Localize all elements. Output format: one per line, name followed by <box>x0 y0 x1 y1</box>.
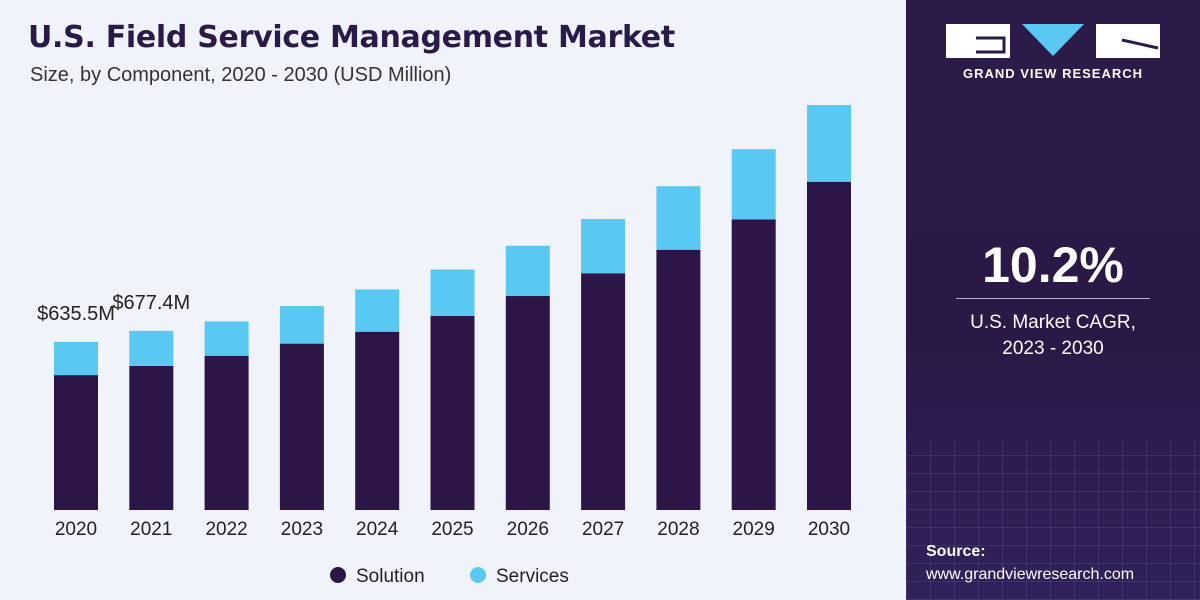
chart-panel: U.S. Field Service Management Market Siz… <box>0 0 906 600</box>
bar-solution-2028 <box>656 249 701 510</box>
bar-services-2023 <box>279 306 324 344</box>
bar-services-2022 <box>204 321 249 356</box>
cagr-divider <box>956 298 1150 299</box>
bar-services-2030 <box>807 105 851 182</box>
x-tick-label: 2022 <box>205 519 247 540</box>
cagr-label: U.S. Market CAGR, 2023 - 2030 <box>906 310 1200 362</box>
bar-solution-2027 <box>581 273 626 510</box>
bar-solution-2023 <box>279 343 324 510</box>
bar-solution-2029 <box>731 219 776 511</box>
x-tick-label: 2020 <box>55 519 97 540</box>
bar-services-2021 <box>129 330 174 366</box>
bar-solution-2022 <box>204 355 249 510</box>
x-tick-label: 2027 <box>582 519 624 540</box>
logo-text: GRAND VIEW RESEARCH <box>962 66 1144 81</box>
bar-solution-2021 <box>129 365 174 510</box>
source-url[interactable]: www.grandviewresearch.com <box>926 566 1135 583</box>
logo-mark-icon <box>946 24 1160 58</box>
legend-label-solution: Solution <box>356 566 425 587</box>
bar-services-2026 <box>505 245 550 297</box>
chart-title: U.S. Field Service Management Market <box>28 20 675 55</box>
bar-services-2027 <box>581 219 626 274</box>
side-panel: GRAND VIEW RESEARCH 10.2% U.S. Market CA… <box>906 0 1200 600</box>
data-label: $677.4M <box>112 292 190 314</box>
cagr-value: 10.2% <box>982 237 1124 293</box>
bar-services-2028 <box>656 186 701 250</box>
bar-services-2029 <box>731 149 776 220</box>
legend-marker-services <box>470 567 486 583</box>
bar-solution-2025 <box>430 315 475 510</box>
bar-services-2024 <box>355 289 400 332</box>
stacked-bar-chart: 2020 2021 2022 2023 2024 2025 2026 2027 2028 2029… <box>37 105 851 587</box>
decorative-grid <box>906 440 1200 600</box>
x-tick-label: 2030 <box>808 519 850 540</box>
bar-solution-2020 <box>54 375 98 510</box>
cagr-label-line-1: U.S. Market CAGR, <box>970 312 1136 333</box>
legend-label-services: Services <box>496 566 569 587</box>
x-tick-label: 2028 <box>657 519 699 540</box>
x-tick-label: 2029 <box>733 519 775 540</box>
legend-marker-solution <box>330 567 346 583</box>
x-tick-label: 2026 <box>507 519 549 540</box>
x-tick-label: 2023 <box>281 519 323 540</box>
x-tick-label: 2025 <box>431 519 473 540</box>
brand-logo: GRAND VIEW RESEARCH <box>946 24 1160 81</box>
x-tick-label: 2021 <box>130 519 172 540</box>
x-tick-label: 2024 <box>356 519 399 540</box>
cagr-label-line-2: 2023 - 2030 <box>1002 338 1104 359</box>
bar-services-2025 <box>430 269 475 316</box>
source-label: Source: <box>926 543 986 560</box>
bar-solution-2026 <box>505 296 550 510</box>
bar-services-2020 <box>54 341 98 376</box>
data-label: $635.5M <box>37 303 115 325</box>
bar-solution-2030 <box>807 181 851 511</box>
bar-solution-2024 <box>355 331 400 510</box>
chart-subtitle: Size, by Component, 2020 - 2030 (USD Mil… <box>30 64 452 86</box>
